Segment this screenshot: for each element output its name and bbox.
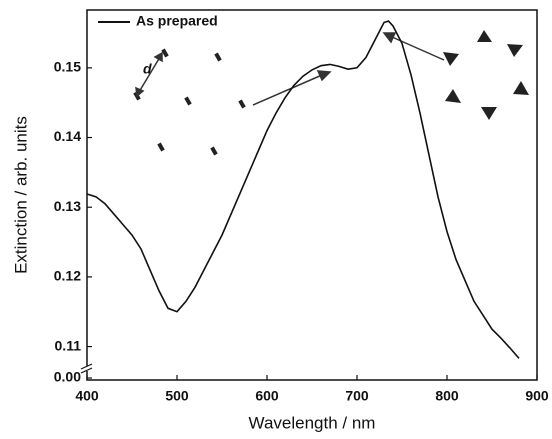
x-axis-label: Wavelength / nm bbox=[249, 413, 376, 432]
data-line bbox=[86, 20, 520, 359]
y-tick-label: 0.11 bbox=[55, 337, 82, 353]
x-tick-label: 500 bbox=[165, 388, 189, 404]
axis-break bbox=[80, 367, 93, 374]
x-tick-label: 400 bbox=[75, 388, 99, 404]
plot-frame bbox=[86, 9, 538, 381]
y-tick-label: 0.00 bbox=[54, 369, 81, 385]
y-axis-label: Extinction / arb. units bbox=[11, 116, 30, 274]
y-tick-label: 0.12 bbox=[54, 268, 81, 284]
arrows bbox=[135, 32, 445, 106]
x-tick-label: 800 bbox=[435, 388, 459, 404]
axis-break bbox=[80, 363, 93, 370]
y-tick-label: 0.15 bbox=[54, 59, 81, 75]
inset-triangles bbox=[443, 30, 529, 120]
y-tick-label: 0.13 bbox=[54, 198, 81, 214]
x-tick-label: 600 bbox=[255, 388, 279, 404]
axis-break-gap bbox=[81, 366, 93, 371]
x-tick-label: 700 bbox=[345, 388, 369, 404]
y-tick-label: 0.14 bbox=[54, 128, 81, 144]
inset-dimers bbox=[133, 48, 246, 156]
x-tick-label: 900 bbox=[525, 388, 549, 404]
annotation: d bbox=[143, 61, 152, 77]
legend-label: As prepared bbox=[136, 13, 218, 29]
